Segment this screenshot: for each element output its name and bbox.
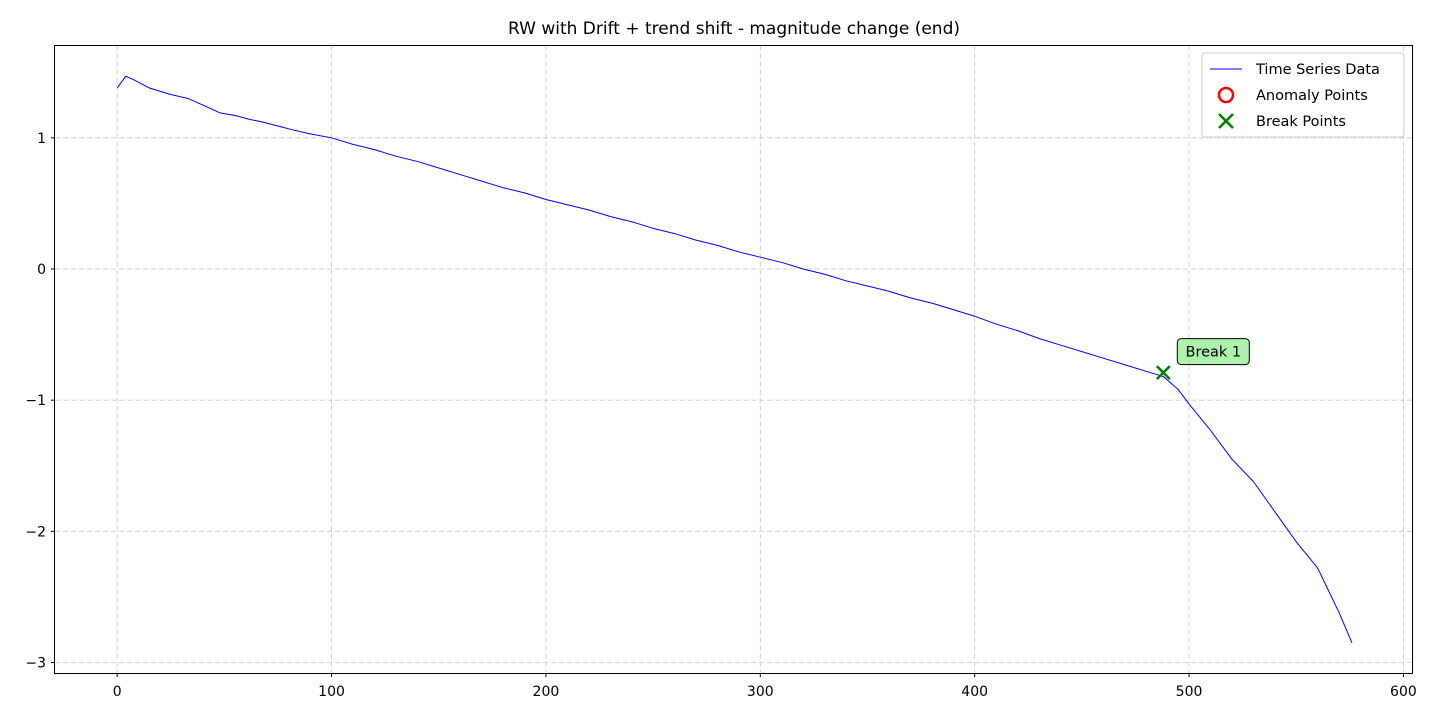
annotation-box-0 bbox=[1176, 338, 1250, 366]
y-tick-label-4: −3 bbox=[25, 656, 46, 672]
legend-label-1: Anomaly Points bbox=[1256, 88, 1368, 104]
annotations-layer: Break 1 bbox=[1176, 338, 1250, 366]
legend-swatch-circle bbox=[1217, 86, 1235, 104]
x-tick-label-6: 600 bbox=[1390, 684, 1417, 700]
x-tick-label-0: 0 bbox=[113, 684, 122, 700]
y-tick-label-2: −1 bbox=[25, 393, 46, 409]
legend-label-2: Break Points bbox=[1256, 114, 1346, 130]
break-points-layer bbox=[1155, 365, 1171, 381]
x-tick-label-2: 200 bbox=[533, 684, 560, 700]
x-tick-label-5: 500 bbox=[1176, 684, 1203, 700]
x-tick-label-4: 400 bbox=[961, 684, 988, 700]
x-tick-label-1: 100 bbox=[318, 684, 345, 700]
series-layer bbox=[116, 75, 1353, 644]
y-tick-label-3: −2 bbox=[25, 524, 46, 540]
annotation-label-0: Break 1 bbox=[1186, 345, 1242, 361]
y-axis: 1 0 −1 −2 −3 bbox=[25, 131, 55, 672]
legend-box bbox=[1201, 52, 1405, 138]
x-tick-label-3: 300 bbox=[747, 684, 774, 700]
plot-frame bbox=[54, 45, 1413, 674]
legend: Time Series Data Anomaly Points Break Poin… bbox=[1201, 52, 1405, 138]
legend-label-0: Time Series Data bbox=[1255, 62, 1380, 78]
x-axis: 0 100 200 300 400 500 600 bbox=[113, 673, 1417, 700]
y-tick-label-1: 0 bbox=[37, 262, 46, 278]
break-point-marker-0 bbox=[1155, 365, 1171, 381]
chart-title: RW with Drift + trend shift - magnitude … bbox=[508, 19, 960, 39]
y-tick-label-0: 1 bbox=[37, 131, 46, 147]
series-line-time-series-data bbox=[116, 75, 1353, 644]
legend-swatch-x bbox=[1218, 113, 1234, 129]
